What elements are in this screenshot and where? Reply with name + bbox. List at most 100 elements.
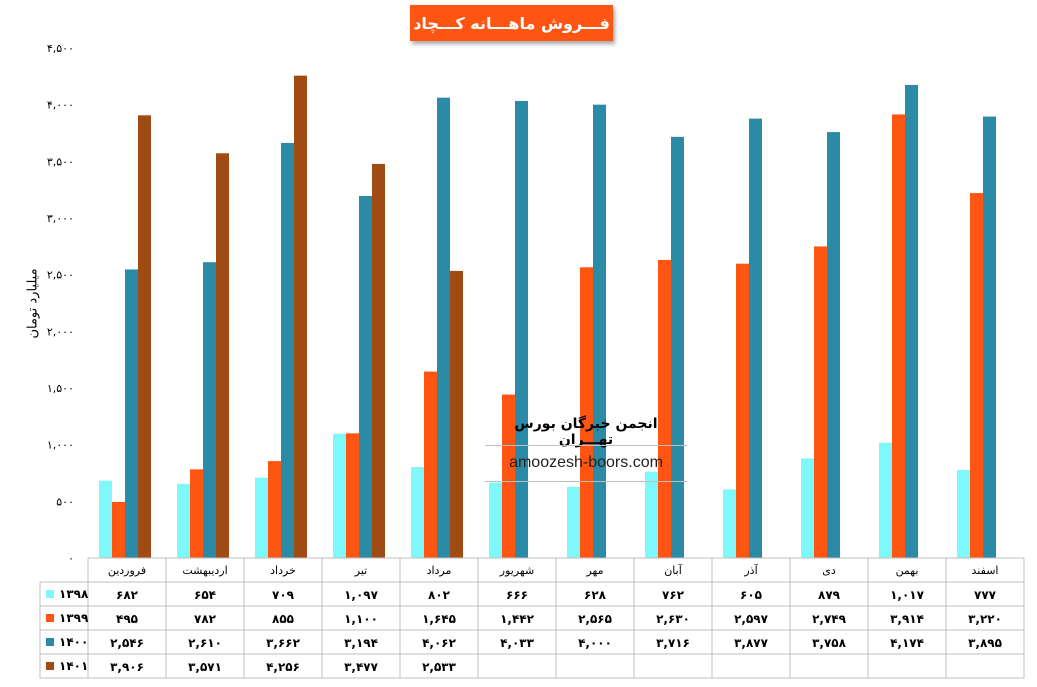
data-label: ۲,۵۴۶ — [110, 636, 144, 650]
bar-3-1 — [125, 269, 138, 558]
bar-1-6 — [489, 482, 502, 558]
y-tick-label: ۴,۰۰۰ — [47, 99, 74, 112]
data-label: ۲,۵۶۵ — [578, 612, 612, 626]
bar-2-8 — [658, 259, 671, 558]
data-label: ۶۲۸ — [584, 588, 607, 602]
data-label: ۲,۵۹۷ — [734, 612, 769, 626]
bar-2-3 — [268, 461, 281, 558]
data-label: ۳,۸۷۷ — [734, 636, 769, 650]
data-label: ۱,۱۰۰ — [344, 612, 378, 626]
bar-2-5 — [424, 371, 437, 558]
data-label: ۸۰۲ — [428, 588, 451, 602]
y-axis-label: میلیارد تومان — [25, 268, 41, 339]
legend-label: ۱۴۰۰ — [59, 635, 88, 649]
bar-1-1 — [99, 480, 112, 558]
legend-key — [46, 614, 54, 622]
bar-3-12 — [983, 116, 996, 559]
bar-1-10 — [801, 458, 814, 558]
bar-2-10 — [814, 246, 827, 559]
data-label: ۷۷۷ — [974, 588, 997, 602]
bar-4-2 — [216, 153, 229, 558]
bar-3-10 — [827, 132, 840, 559]
data-label: ۳,۷۵۸ — [812, 636, 847, 650]
category-label: مهر — [585, 564, 603, 577]
y-tick-label: ۰ — [68, 552, 74, 565]
bar-2-6 — [502, 394, 515, 558]
data-label: ۱,۴۴۲ — [500, 612, 535, 626]
watermark-divider — [485, 445, 687, 446]
data-label: ۴۹۵ — [116, 612, 138, 626]
data-label: ۲,۵۳۳ — [422, 660, 457, 674]
legend-label: ۱۳۹۸ — [59, 587, 89, 601]
bar-1-11 — [879, 442, 892, 558]
watermark-divider — [485, 481, 687, 482]
bar-1-4 — [333, 433, 346, 558]
data-label: ۶۶۶ — [506, 588, 528, 602]
bar-4-5 — [450, 270, 463, 558]
data-label: ۳,۹۱۴ — [890, 612, 924, 626]
bar-3-11 — [905, 84, 918, 559]
category-label: بهمن — [896, 564, 919, 577]
bar-3-2 — [203, 262, 216, 558]
data-label: ۸۵۵ — [272, 612, 294, 626]
y-tick-label: ۴,۵۰۰ — [47, 42, 74, 55]
data-label: ۲,۷۴۹ — [812, 612, 847, 626]
bar-2-12 — [970, 193, 983, 559]
data-label: ۳,۸۹۵ — [968, 636, 1002, 650]
legend-key — [46, 638, 54, 646]
bar-2-4 — [346, 433, 359, 558]
bar-1-9 — [723, 489, 736, 558]
data-label: ۸۷۹ — [818, 588, 841, 602]
legend-key — [46, 590, 54, 598]
bar-3-8 — [671, 136, 684, 558]
category-label: تیر — [354, 564, 367, 577]
y-tick-label: ۲,۰۰۰ — [47, 325, 74, 338]
data-label: ۳,۴۷۷ — [344, 660, 379, 674]
chart-title: فـــروش ماهـــانه کـــچاد — [410, 5, 613, 41]
data-label: ۱,۰۱۷ — [890, 588, 925, 602]
data-label: ۴,۰۳۳ — [500, 636, 535, 650]
legend-label: ۱۳۹۹ — [59, 611, 89, 625]
data-label: ۷۶۲ — [662, 588, 685, 602]
watermark-title: انجمن خبرگان بورس تهـــران — [514, 416, 658, 448]
bar-3-6 — [515, 100, 528, 558]
data-label: ۳,۲۲۰ — [968, 612, 1002, 626]
category-label: اردیبهشت — [182, 564, 227, 577]
y-tick-label: ۳,۵۰۰ — [47, 155, 74, 168]
category-label: آذر — [743, 563, 758, 577]
data-label: ۲,۶۱۰ — [188, 636, 222, 650]
bar-3-5 — [437, 97, 450, 558]
bar-4-1 — [138, 115, 151, 558]
category-label: دی — [822, 564, 836, 577]
bar-1-2 — [177, 483, 190, 558]
data-label: ۴,۲۵۶ — [266, 660, 300, 674]
bar-3-9 — [749, 118, 762, 559]
bar-2-9 — [736, 263, 749, 558]
bar-4-4 — [372, 163, 385, 558]
data-label: ۱,۰۹۷ — [344, 588, 379, 602]
data-label: ۳,۵۷۱ — [188, 660, 222, 674]
data-label: ۶۰۵ — [740, 588, 762, 602]
data-label: ۲,۶۳۰ — [656, 612, 690, 626]
data-label: ۷۸۲ — [194, 612, 217, 626]
bar-1-8 — [645, 471, 658, 558]
legend-label: ۱۴۰۱ — [59, 659, 88, 673]
category-label: خرداد — [270, 564, 296, 577]
bar-1-5 — [411, 467, 424, 558]
category-label: آبان — [664, 563, 682, 577]
bar-1-7 — [567, 486, 580, 558]
bar-2-1 — [112, 501, 125, 558]
bar-1-12 — [957, 469, 970, 558]
data-label: ۳,۷۱۶ — [656, 636, 690, 650]
y-tick-label: ۳,۰۰۰ — [47, 212, 74, 225]
category-label: اسفند — [972, 564, 999, 577]
data-label: ۴,۰۰۰ — [578, 636, 612, 650]
data-label: ۴,۱۷۴ — [890, 636, 924, 650]
data-label: ۳,۹۰۶ — [110, 660, 144, 674]
bar-3-7 — [593, 104, 606, 559]
bar-4-3 — [294, 75, 307, 559]
data-label: ۳,۶۶۲ — [266, 636, 301, 650]
data-label: ۶۸۲ — [116, 588, 139, 602]
bar-2-7 — [580, 267, 593, 558]
